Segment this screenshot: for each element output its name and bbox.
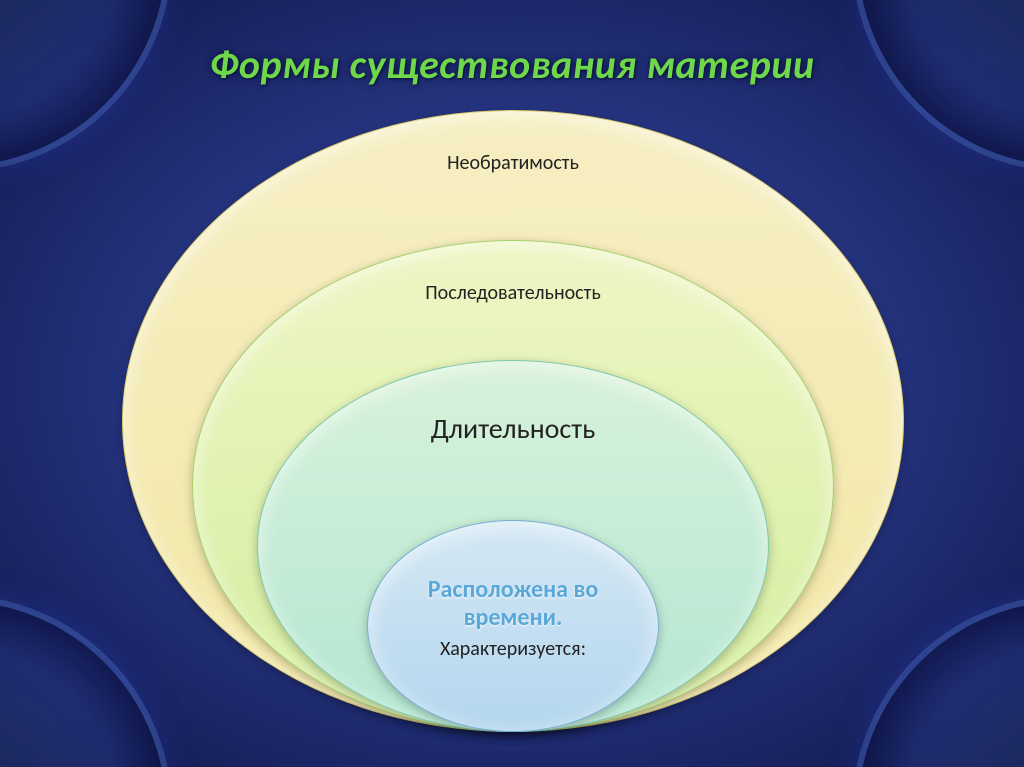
inner-ellipse-content: Расположена вовремени. Характеризуется:	[368, 576, 658, 661]
ellipse-inner: Расположена вовремени. Характеризуется:	[367, 520, 659, 732]
inner-headline-line1: Расположена во	[368, 576, 658, 604]
slide-title: Формы существования материи	[0, 40, 1024, 89]
ellipse-label-third: Длительность	[258, 411, 768, 446]
slide-stage: Формы существования материи Необратимост…	[0, 0, 1024, 767]
nested-ellipse-diagram: Необратимость Последовательность Длительно…	[122, 110, 902, 750]
ellipse-label-second: Последовательность	[193, 281, 833, 305]
ellipse-label-outer: Необратимость	[123, 151, 903, 175]
inner-subline: Характеризуется:	[368, 637, 658, 661]
inner-headline-line2: времени.	[368, 604, 658, 632]
